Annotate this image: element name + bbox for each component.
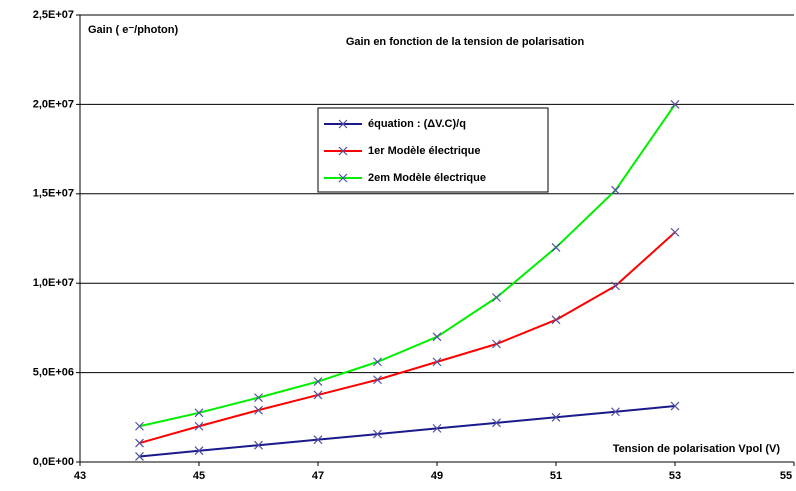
marker xyxy=(254,405,263,415)
series-line xyxy=(139,103,676,428)
x-tick-label: 51 xyxy=(550,470,562,482)
marker xyxy=(338,146,348,156)
chart-title: Gain en fonction de la tension de polari… xyxy=(346,36,585,48)
marker xyxy=(313,390,323,400)
marker xyxy=(373,429,382,439)
x-tick-label: 45 xyxy=(193,470,205,482)
legend-label: 1er Modèle électrique xyxy=(368,145,481,157)
marker xyxy=(313,435,323,445)
marker xyxy=(611,185,620,195)
x-tick-label: 43 xyxy=(74,470,86,482)
marker xyxy=(551,243,561,252)
marker xyxy=(135,452,144,461)
marker xyxy=(492,418,501,428)
y-tick-label: 1,0E+07 xyxy=(33,277,74,289)
x-tick-label: 53 xyxy=(669,470,681,482)
marker xyxy=(432,357,442,367)
marker xyxy=(338,173,348,183)
marker xyxy=(551,412,561,422)
series-line xyxy=(139,231,676,445)
marker xyxy=(254,393,263,403)
marker xyxy=(432,423,442,433)
marker xyxy=(432,332,442,342)
series-line xyxy=(139,405,676,458)
marker xyxy=(338,119,348,129)
x-axis-label: Tension de polarisation Vpol (V) xyxy=(613,443,781,455)
marker xyxy=(492,339,501,349)
marker xyxy=(611,281,620,291)
y-tick-label: 2,0E+07 xyxy=(33,98,74,110)
marker xyxy=(135,421,144,431)
y-tick-label: 5,0E+06 xyxy=(33,367,74,379)
x-tick-label: 47 xyxy=(312,470,324,482)
marker xyxy=(551,315,561,325)
x-tick-label: 55 xyxy=(780,470,792,482)
y-tick-label: 0,0E+00 xyxy=(33,456,74,468)
marker xyxy=(254,440,263,450)
marker xyxy=(313,377,323,386)
marker xyxy=(373,357,382,367)
marker xyxy=(194,446,204,456)
y-tick-label: 2,5E+07 xyxy=(33,9,74,21)
y-axis-label: Gain ( e⁻/photon) xyxy=(88,24,178,36)
marker xyxy=(492,293,501,302)
marker xyxy=(670,227,680,237)
marker xyxy=(611,407,620,417)
y-tick-label: 1,5E+07 xyxy=(33,188,74,200)
marker xyxy=(135,438,144,448)
legend-label: 2em Modèle électrique xyxy=(368,172,486,184)
x-tick-label: 49 xyxy=(431,470,443,482)
marker xyxy=(670,401,680,411)
marker xyxy=(194,421,204,431)
legend-label: équation : (ΔV.C)/q xyxy=(368,118,466,130)
marker xyxy=(670,99,680,109)
marker xyxy=(373,375,382,385)
marker xyxy=(194,408,204,418)
legend: équation : (ΔV.C)/q 1er Modèle électrique… xyxy=(317,107,549,193)
